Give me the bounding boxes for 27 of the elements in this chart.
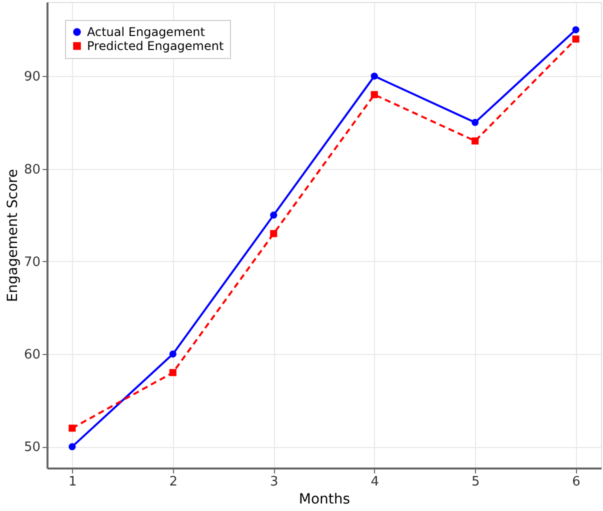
x-tick-label: 1 (68, 474, 77, 490)
y-tick-label: 50 (24, 440, 40, 456)
x-axis-title: Months (298, 492, 350, 508)
legend-label: Predicted Engagement (87, 39, 224, 53)
y-tick-label: 90 (24, 70, 40, 85)
point (370, 72, 378, 80)
point (472, 118, 479, 126)
point (270, 212, 278, 219)
y-tick-label: 80 (24, 162, 40, 178)
point (270, 230, 278, 238)
point (572, 26, 580, 34)
point (68, 443, 76, 450)
y-tick-label: 70 (24, 254, 40, 270)
x-tick-label: 6 (572, 474, 580, 490)
point (572, 36, 580, 43)
legend-label: Actual Engagement (87, 25, 206, 39)
point (169, 350, 176, 358)
point (68, 424, 76, 432)
point (472, 137, 479, 144)
x-tick-label: 5 (471, 474, 480, 490)
y-tick-label: 60 (24, 348, 40, 363)
x-tick-label: 4 (370, 474, 380, 490)
x-tick-label: 3 (270, 474, 278, 490)
point (370, 91, 378, 98)
x-tick-label: 2 (169, 474, 178, 490)
y-axis-title: Engagement Score (4, 169, 21, 302)
point (169, 369, 176, 376)
